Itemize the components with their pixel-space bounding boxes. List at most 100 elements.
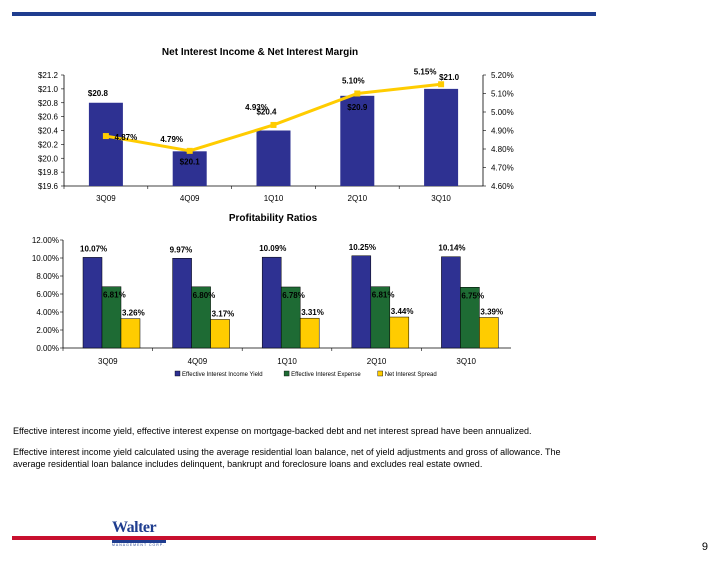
ratio-label: 6.75% <box>461 291 484 300</box>
y-tick-label: 0.00% <box>36 344 59 353</box>
left-tick-label: $19.8 <box>38 168 59 177</box>
margin-label: 5.10% <box>342 77 365 86</box>
legend-swatch <box>174 370 181 377</box>
ratio-label: 6.80% <box>193 291 216 300</box>
ratio-label: 3.44% <box>391 307 414 316</box>
margin-point <box>186 147 193 154</box>
chart2-title: Profitability Ratios <box>229 213 318 224</box>
legend-label: Net Interest Spread <box>385 372 437 378</box>
left-tick-label: $20.0 <box>38 154 59 163</box>
logo-tagline: MANAGEMENT CORP. <box>112 543 165 547</box>
ratio-bar <box>261 256 282 349</box>
footnotes: Effective interest income yield, effecti… <box>13 425 583 479</box>
ratio-label: 10.07% <box>80 244 107 253</box>
bottom-rule <box>12 536 596 540</box>
y-tick-label: 2.00% <box>36 326 59 335</box>
profitability-chart: Profitability Ratios 0.00% 2.00% 4.00% 6.00… <box>32 213 511 378</box>
right-tick-label: 4.70% <box>491 164 514 173</box>
legend-label: Effective Interest Income Yield <box>182 372 263 378</box>
left-tick-label: $20.4 <box>38 127 59 136</box>
margin-point <box>270 121 277 128</box>
income-bar <box>256 130 291 186</box>
footnote-2: Effective interest income yield calculat… <box>13 447 561 469</box>
ratio-label: 6.81% <box>103 291 126 300</box>
income-label: $20.8 <box>88 89 109 98</box>
margin-label: 4.93% <box>245 103 268 112</box>
ratio-bar <box>299 317 320 349</box>
income-label: $21.0 <box>439 73 460 82</box>
ratio-bar <box>389 316 410 349</box>
left-tick-label: $19.6 <box>38 182 59 191</box>
legend-label: Effective Interest Expense <box>291 372 361 378</box>
margin-point <box>438 81 445 88</box>
margin-label: 4.87% <box>115 133 138 142</box>
y-tick-label: 8.00% <box>36 272 59 281</box>
net-interest-chart: Net Interest Income & Net Interest Margi… <box>38 47 514 203</box>
ratio-bar <box>120 318 141 349</box>
x-tick-label: 4Q09 <box>188 357 208 366</box>
ratio-bar <box>351 255 372 349</box>
ratio-bar <box>210 319 230 349</box>
chart1-title: Net Interest Income & Net Interest Margi… <box>162 47 358 58</box>
right-tick-label: 4.90% <box>491 127 514 136</box>
x-tick-label: 1Q10 <box>277 357 297 366</box>
income-bar <box>424 88 459 186</box>
x-tick-label: 4Q09 <box>180 194 200 203</box>
x-tick-label: 3Q10 <box>431 194 451 203</box>
ratio-label: 6.81% <box>372 291 395 300</box>
ratio-label: 6.78% <box>282 291 305 300</box>
x-tick-label: 3Q09 <box>96 194 116 203</box>
ratio-bar <box>441 256 461 349</box>
ratio-bar <box>172 258 192 349</box>
walter-logo: Walter INVESTMENT MANAGEMENT CORP. <box>112 520 166 550</box>
ratio-label: 3.17% <box>212 309 235 318</box>
ratio-label: 3.26% <box>122 309 145 318</box>
margin-label: 4.79% <box>160 135 183 144</box>
page-number: 9 <box>701 541 708 553</box>
income-label: $20.9 <box>347 103 368 112</box>
income-bar <box>88 102 123 186</box>
ratio-label: 10.25% <box>349 243 376 252</box>
ratio-bar <box>101 286 122 349</box>
x-tick-label: 2Q10 <box>367 357 387 366</box>
ratio-label: 3.39% <box>480 307 503 316</box>
margin-label: 5.15% <box>414 67 437 76</box>
x-tick-label: 3Q10 <box>456 357 476 366</box>
y-tick-label: 4.00% <box>36 308 59 317</box>
margin-point <box>102 133 109 140</box>
footnote-1: Effective interest income yield, effecti… <box>13 426 532 436</box>
ratio-bar <box>280 286 301 349</box>
income-label: $20.4 <box>256 108 277 117</box>
margin-point <box>354 90 361 97</box>
x-tick-label: 1Q10 <box>264 194 284 203</box>
ratio-bar <box>479 317 499 349</box>
x-tick-label: 2Q10 <box>348 194 368 203</box>
logo-wordmark: Walter <box>112 519 157 536</box>
top-rule <box>12 12 596 16</box>
income-label: $20.1 <box>180 157 201 166</box>
x-tick-label: 3Q09 <box>98 357 118 366</box>
right-tick-label: 5.20% <box>491 71 514 80</box>
right-tick-label: 4.60% <box>491 182 514 191</box>
ratio-label: 10.09% <box>259 244 286 253</box>
income-bar <box>172 151 207 186</box>
y-tick-label: 6.00% <box>36 290 59 299</box>
left-tick-label: $20.6 <box>38 113 59 122</box>
ratio-label: 10.14% <box>438 244 465 253</box>
y-tick-label: 12.00% <box>32 236 59 245</box>
y-tick-label: 10.00% <box>32 254 59 263</box>
income-bar <box>340 95 375 186</box>
left-tick-label: $21.2 <box>38 71 59 80</box>
left-tick-label: $21.0 <box>38 85 59 94</box>
right-tick-label: 4.80% <box>491 145 514 154</box>
legend-swatch <box>283 370 290 377</box>
right-tick-label: 5.00% <box>491 108 514 117</box>
ratio-bar <box>82 257 103 349</box>
right-tick-label: 5.10% <box>491 90 514 99</box>
ratio-bar <box>191 286 211 349</box>
ratio-label: 9.97% <box>170 245 193 254</box>
left-tick-label: $20.8 <box>38 99 59 108</box>
legend-swatch <box>377 370 383 377</box>
ratio-label: 3.31% <box>301 308 324 317</box>
left-tick-label: $20.2 <box>38 140 59 149</box>
